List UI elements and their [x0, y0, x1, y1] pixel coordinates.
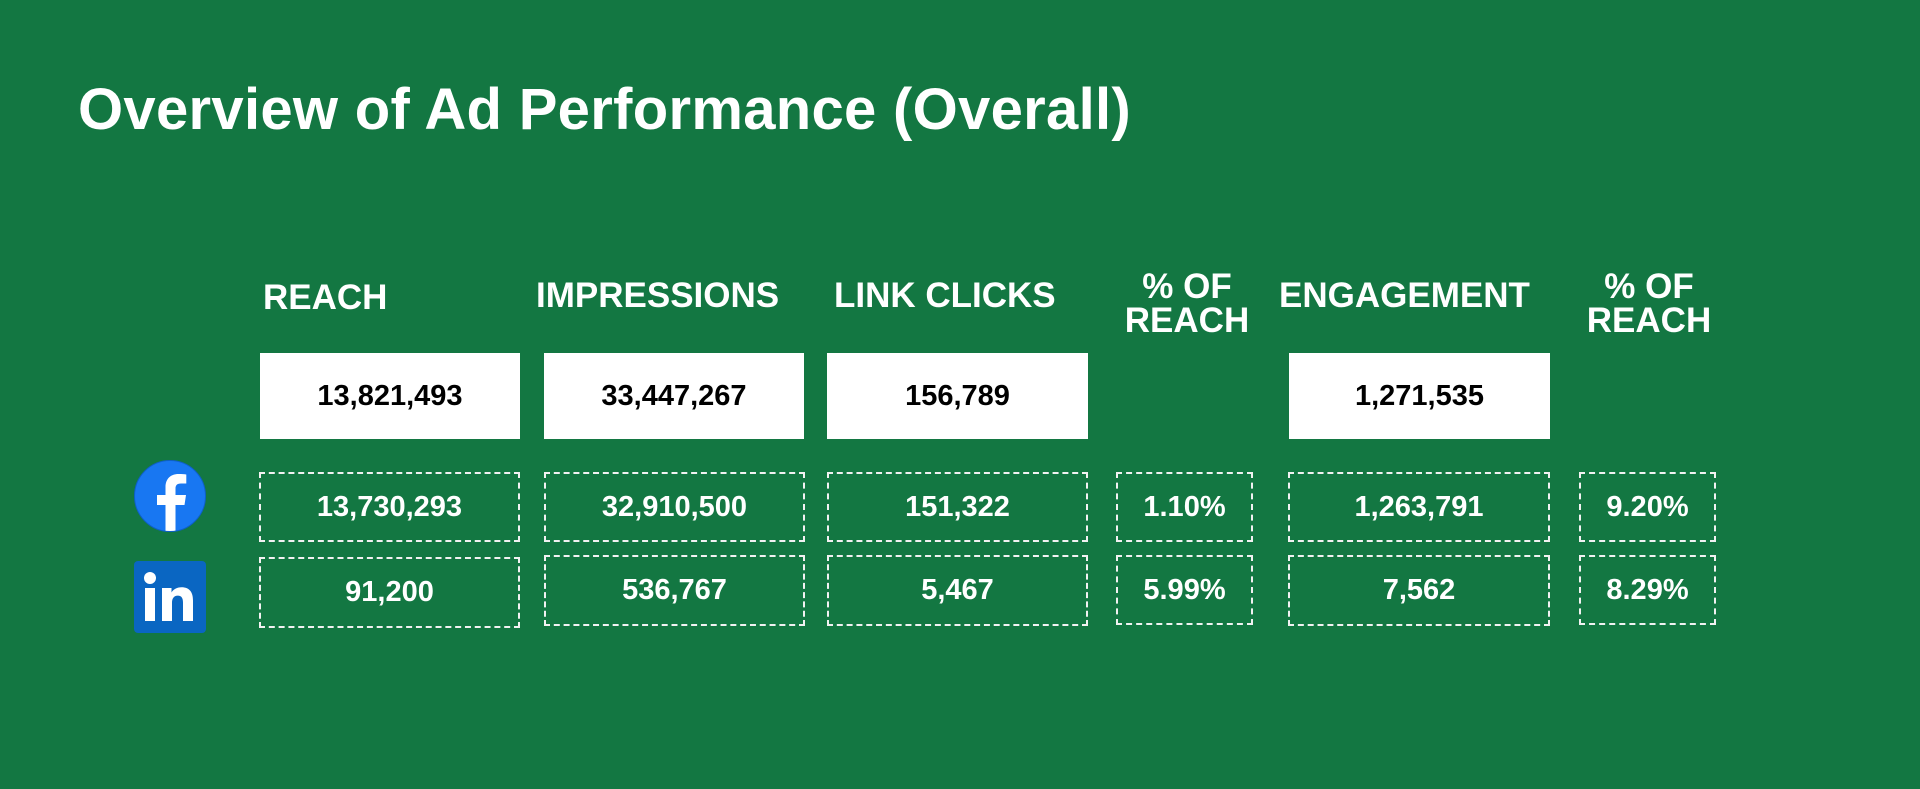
header-pct-of-reach-clicks: % OF REACH: [1124, 267, 1250, 340]
linkedin-reach: 91,200: [259, 557, 520, 628]
header-reach: REACH: [263, 278, 388, 317]
header-pct-of-reach-engagement: % OF REACH: [1586, 267, 1712, 340]
facebook-pct-of-reach-engagement: 9.20%: [1579, 472, 1716, 542]
total-impressions: 33,447,267: [544, 353, 804, 439]
facebook-link-clicks: 151,322: [827, 472, 1088, 542]
linkedin-pct-of-reach-engagement: 8.29%: [1579, 555, 1716, 625]
total-engagement: 1,271,535: [1289, 353, 1550, 439]
total-reach: 13,821,493: [260, 353, 520, 439]
linkedin-link-clicks: 5,467: [827, 555, 1088, 626]
header-impressions: IMPRESSIONS: [536, 276, 780, 315]
header-engagement: ENGAGEMENT: [1279, 276, 1530, 315]
linkedin-impressions: 536,767: [544, 555, 805, 626]
facebook-pct-of-reach-clicks: 1.10%: [1116, 472, 1253, 542]
linkedin-pct-of-reach-clicks: 5.99%: [1116, 555, 1253, 625]
linkedin-icon: [134, 561, 206, 633]
facebook-icon: [134, 460, 206, 532]
facebook-impressions: 32,910,500: [544, 472, 805, 542]
total-link-clicks: 156,789: [827, 353, 1088, 439]
facebook-engagement: 1,263,791: [1288, 472, 1550, 542]
facebook-reach: 13,730,293: [259, 472, 520, 542]
header-link-clicks: LINK CLICKS: [834, 276, 1056, 315]
linkedin-engagement: 7,562: [1288, 555, 1550, 626]
page-title: Overview of Ad Performance (Overall): [78, 77, 1132, 142]
